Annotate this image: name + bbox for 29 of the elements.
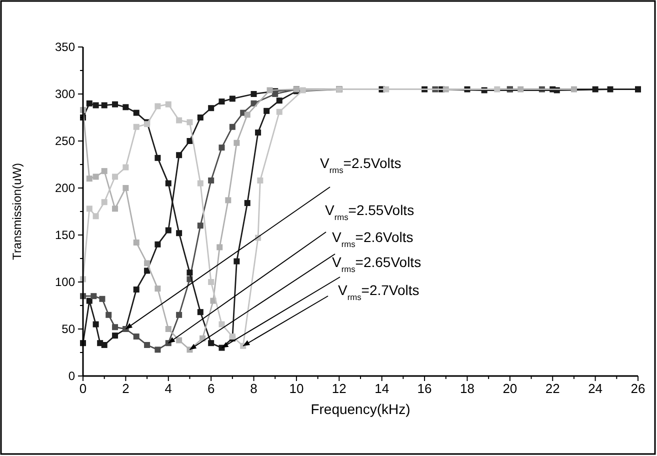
x-tick-label: 20 — [502, 381, 518, 396]
x-tick-label: 14 — [374, 381, 390, 396]
x-tick-label: 12 — [332, 381, 346, 396]
y-tick-label: 50 — [62, 322, 76, 336]
annotation: V$_{rms}$=2.65Volts — [332, 254, 422, 274]
x-axis-title: Frequency(kHz) — [310, 401, 410, 417]
x-tick-label: 6 — [207, 381, 215, 396]
y-tick-label: 300 — [54, 87, 76, 101]
x-tick-label: 0 — [79, 381, 87, 396]
x-tick-label: 16 — [417, 381, 432, 396]
y-tick-label: 250 — [54, 134, 76, 148]
y-tick-label: 150 — [54, 228, 76, 242]
x-tick-label: 8 — [250, 381, 258, 396]
x-tick-label: 4 — [164, 381, 172, 396]
y-tick-label: 200 — [54, 181, 76, 195]
y-tick-label: 0 — [68, 369, 76, 383]
y-tick-label: 350 — [54, 40, 76, 54]
x-tick-label: 22 — [545, 381, 560, 396]
annotation: V$_{rms}$=2.6Volts — [332, 229, 414, 249]
x-tick-label: 24 — [588, 381, 603, 396]
x-tick-label: 18 — [460, 381, 474, 396]
x-tick-label: 2 — [122, 381, 130, 396]
x-tick-label: 10 — [289, 381, 304, 396]
annotation: V$_{rms}$=2.5Volts — [320, 155, 402, 175]
y-axis-title: Transmission(uW) — [10, 163, 24, 260]
y-tick-label: 100 — [54, 275, 76, 289]
x-tick-label: 26 — [630, 381, 646, 396]
annotation: V$_{rms}$=2.55Volts — [325, 202, 414, 222]
annotation: V$_{rms}$=2.7Volts — [338, 282, 420, 302]
